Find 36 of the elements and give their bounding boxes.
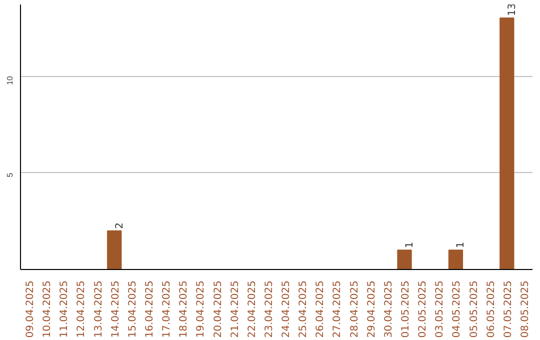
x-tick-label: 22.04.2025: [246, 280, 258, 338]
x-tick-label: 23.04.2025: [264, 280, 275, 338]
x-tick-label: 26.04.2025: [315, 280, 326, 338]
x-tick-label: 21.04.2025: [230, 280, 241, 338]
x-tick-label: 04.05.2025: [452, 280, 463, 338]
x-tick-label: 27.04.2025: [332, 280, 344, 338]
x-tick-label: 24.04.2025: [281, 280, 292, 338]
x-tick-label: 02.05.2025: [418, 280, 429, 338]
data-label: 1: [456, 242, 467, 248]
x-tick-label: 10.04.2025: [42, 280, 54, 338]
x-tick-label: 18.04.2025: [178, 280, 190, 338]
x-tick-label: 07.05.2025: [502, 280, 514, 338]
x-tick-label: 19.04.2025: [196, 280, 207, 338]
x-tick-label: 25.04.2025: [298, 280, 310, 338]
x-tick-label: 06.05.2025: [486, 280, 497, 338]
x-tick-label: 17.04.2025: [162, 280, 173, 338]
x-tick-label: 16.04.2025: [144, 280, 156, 338]
x-tick-label: 03.05.2025: [434, 280, 446, 338]
x-tick-label: 20.04.2025: [212, 280, 224, 338]
x-tick-label: 13.04.2025: [93, 280, 104, 338]
x-tick-label: 09.04.2025: [25, 280, 36, 338]
x-tick-label: 12.04.2025: [76, 280, 88, 338]
y-tick-label: 5: [6, 172, 14, 178]
x-tick-label: 30.04.2025: [383, 280, 394, 338]
x-tick-label: 15.04.2025: [127, 280, 138, 338]
x-tick-label: 05.05.2025: [468, 280, 480, 338]
data-label: 1: [404, 242, 416, 248]
x-tick-label: 28.04.2025: [349, 280, 360, 338]
x-tick-label: 11.04.2025: [59, 280, 70, 338]
x-tick-label: 14.04.2025: [110, 280, 122, 338]
data-label: 2: [114, 222, 126, 229]
data-label: 13: [506, 3, 518, 16]
x-tick-label: 29.04.2025: [366, 280, 378, 338]
x-tick-label: 08.05.2025: [520, 280, 531, 338]
x-tick-label: 01.05.2025: [400, 280, 412, 338]
y-tick-label: 10: [6, 76, 14, 85]
